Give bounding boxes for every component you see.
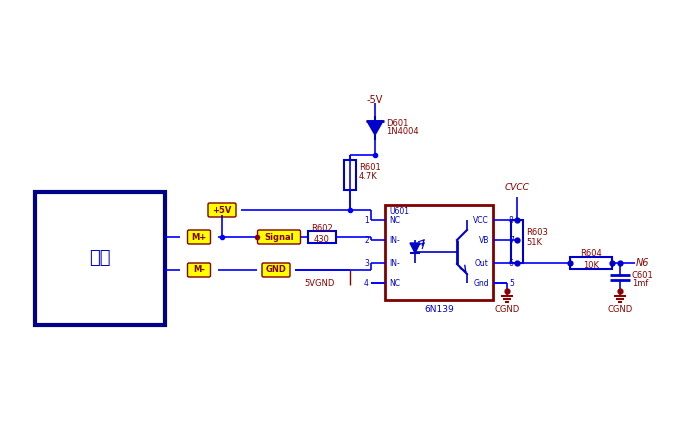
Text: U601: U601 (389, 206, 409, 216)
Text: NC: NC (389, 216, 400, 225)
Text: CGND: CGND (495, 305, 520, 314)
FancyBboxPatch shape (188, 263, 210, 277)
Text: 5VGND: 5VGND (305, 279, 335, 288)
Text: Gnd: Gnd (473, 279, 489, 288)
FancyBboxPatch shape (262, 263, 290, 277)
Bar (308, 231, 336, 243)
Text: C601: C601 (632, 270, 653, 279)
Bar (511, 220, 523, 263)
Polygon shape (367, 121, 383, 135)
Text: 6: 6 (509, 259, 514, 268)
Text: CGND: CGND (608, 305, 633, 314)
Text: GND: GND (266, 265, 286, 274)
Text: D601: D601 (386, 119, 408, 128)
Text: R601: R601 (359, 163, 381, 172)
FancyBboxPatch shape (208, 203, 236, 217)
Bar (344, 160, 356, 190)
Text: 1mf: 1mf (632, 279, 649, 288)
Text: 4: 4 (364, 279, 369, 288)
Text: 6N139: 6N139 (424, 306, 454, 315)
Text: 电表: 电表 (89, 250, 111, 268)
Bar (570, 257, 612, 269)
Text: M-: M- (193, 265, 205, 274)
Bar (385, 205, 493, 300)
Text: R604: R604 (580, 250, 602, 259)
Text: N6: N6 (636, 258, 649, 268)
Text: M+: M+ (191, 232, 207, 241)
Text: NC: NC (389, 279, 400, 288)
Text: VB: VB (479, 235, 489, 244)
Text: R602: R602 (311, 223, 333, 232)
Text: Out: Out (475, 259, 489, 268)
FancyBboxPatch shape (258, 230, 301, 244)
Text: 3: 3 (364, 259, 369, 268)
Text: 10K: 10K (583, 261, 599, 270)
Polygon shape (410, 243, 420, 253)
Text: 1N4004: 1N4004 (386, 128, 419, 137)
Text: Signal: Signal (264, 232, 294, 241)
Text: -5V: -5V (366, 95, 383, 105)
FancyBboxPatch shape (188, 230, 210, 244)
Text: 51K: 51K (526, 238, 542, 247)
Text: IN-: IN- (389, 259, 400, 268)
Text: +5V: +5V (212, 205, 232, 214)
Text: 5: 5 (509, 279, 514, 288)
Text: 4.7K: 4.7K (359, 172, 377, 181)
Text: R603: R603 (526, 228, 548, 237)
Text: 1: 1 (364, 216, 369, 225)
Text: CVCC: CVCC (505, 183, 530, 192)
Text: 8: 8 (509, 216, 514, 225)
Text: 430: 430 (314, 235, 330, 244)
Bar (35, 192, 165, 325)
Text: 7: 7 (509, 235, 514, 244)
Text: IN-: IN- (389, 235, 400, 244)
Text: 2: 2 (364, 235, 369, 244)
Text: VCC: VCC (473, 216, 489, 225)
